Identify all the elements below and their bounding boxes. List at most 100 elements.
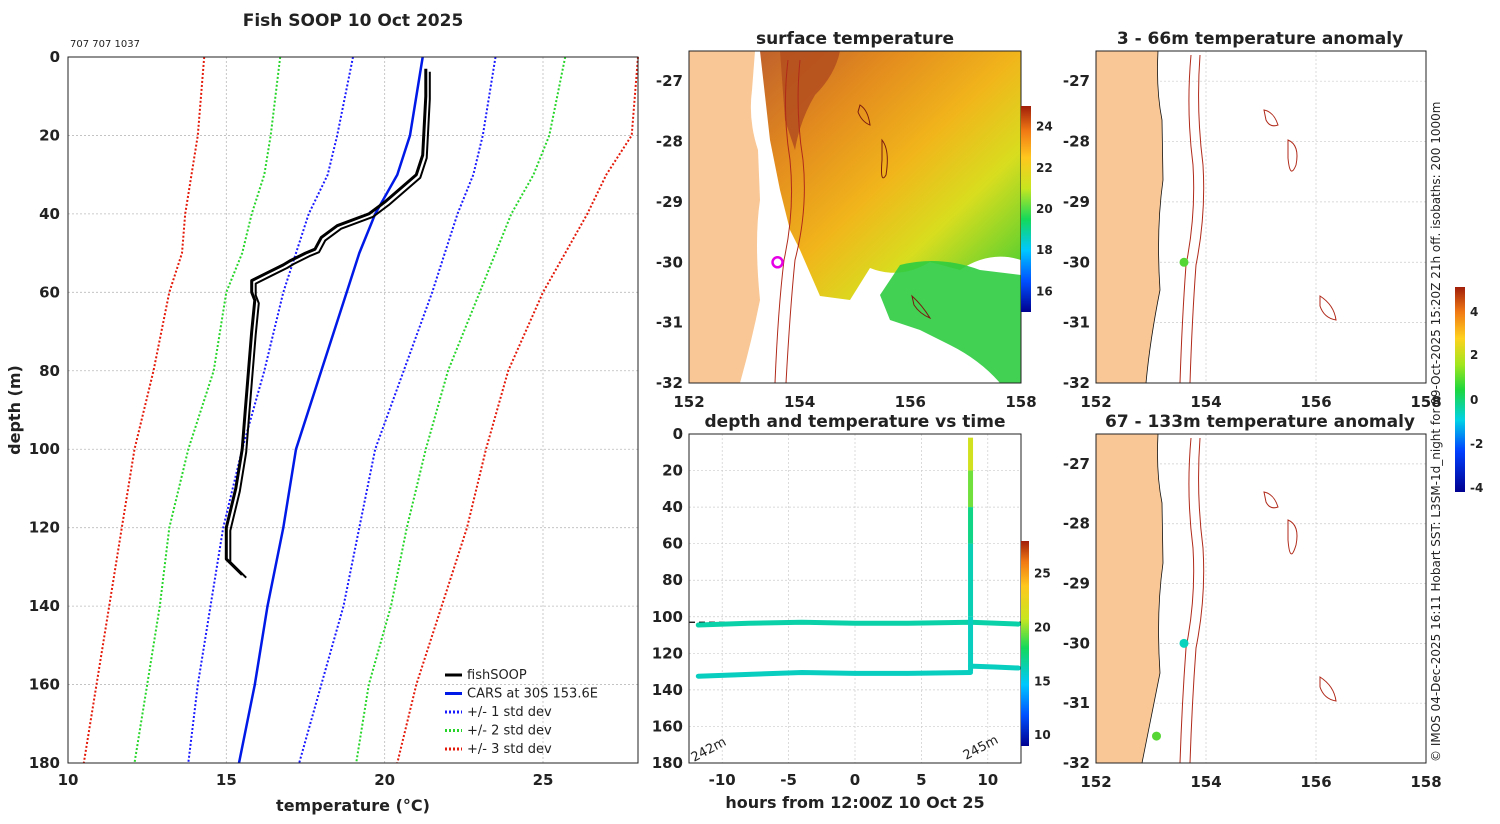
profile-ytick: 80 <box>39 362 60 380</box>
time-ytick: 160 <box>652 717 683 735</box>
profile-ytick: 120 <box>29 519 60 537</box>
sst-field-warm <box>780 51 840 150</box>
map-xtick: 154 <box>1190 393 1221 411</box>
sst-isobath-1000 <box>785 59 805 383</box>
credit-text: © IMOS 04-Dec-2025 16:11 Hobart SST: L3S… <box>1429 102 1443 762</box>
sst-cb-tick: 18 <box>1036 243 1053 257</box>
time-ytick: 140 <box>652 681 683 699</box>
time-ytick: 40 <box>662 498 683 516</box>
map-xtick: 158 <box>1410 773 1441 791</box>
anomaly-point <box>1152 731 1161 741</box>
time-ytick: 80 <box>662 571 683 589</box>
map-ytick: -31 <box>1063 314 1090 332</box>
time-cb-tick: 15 <box>1034 674 1051 688</box>
map-ytick: -31 <box>656 314 683 332</box>
legend-entry: +/- 2 std dev <box>467 724 552 739</box>
anomaly-lower-title: 67 - 133m temperature anomaly <box>1105 412 1415 432</box>
anomaly-lower-isobath-1000 <box>1189 437 1205 764</box>
profile-title: Fish SOOP 10 Oct 2025 <box>243 11 464 31</box>
map-ytick: -30 <box>1063 634 1090 652</box>
profile-grid <box>67 56 638 764</box>
time-ytick: 180 <box>652 754 683 772</box>
time-ytick: 120 <box>652 644 683 662</box>
time-ytick: 60 <box>662 535 683 553</box>
map-xtick: 158 <box>1410 393 1441 411</box>
map-ytick: -28 <box>1063 133 1090 151</box>
anomaly-lower-ticks: 152 154 156 158 -27 -28 -29 -30 -31 -32 <box>1063 455 1442 791</box>
map-ytick: -29 <box>656 193 683 211</box>
anomaly-lower-land <box>1095 433 1164 764</box>
sst-colorbar-ticks: 16 18 20 22 24 <box>1036 120 1053 299</box>
time-panel: depth and temperature vs time -10 -5 0 5 100… <box>652 412 1051 812</box>
map-ytick: -29 <box>1063 575 1090 593</box>
profile-frame <box>67 56 639 764</box>
time-colorbar <box>1021 541 1029 746</box>
map-xtick: 152 <box>673 393 704 411</box>
map-xtick: 158 <box>1005 393 1036 411</box>
anomaly-upper-panel: 3 - 66m temperature anomaly 152 154 156 158… <box>1063 29 1442 411</box>
map-ytick: -27 <box>656 72 683 90</box>
map-ytick: -28 <box>656 133 683 151</box>
anomaly-upper-title: 3 - 66m temperature anomaly <box>1117 29 1403 49</box>
time-bottom-depth-left: 242m <box>689 735 729 766</box>
profile-xtick: 25 <box>533 771 554 789</box>
time-ytick: 20 <box>662 462 683 480</box>
profile-series-line <box>396 56 639 764</box>
sst-map-title: surface temperature <box>756 29 954 49</box>
time-cb-tick: 10 <box>1034 728 1051 742</box>
profile-panel: Fish SOOP 10 Oct 2025 707 707 1037 10 15 2… <box>5 11 639 815</box>
anomaly-lower-points <box>1152 638 1189 741</box>
profile-ytick: 140 <box>29 597 60 615</box>
anomaly-upper-land <box>1095 50 1164 384</box>
anomaly-upper-isobath-1000 <box>1189 54 1205 384</box>
time-ytick: 0 <box>673 425 683 443</box>
time-track <box>968 663 1021 671</box>
anomaly-cb-tick-0: 0 <box>1470 393 1478 407</box>
time-bottom-depth-right: 245m <box>961 733 1001 764</box>
time-xtick: -5 <box>780 771 797 789</box>
profile-ytick: 180 <box>29 754 60 772</box>
profile-ytick: 160 <box>29 676 60 694</box>
sst-cb-tick: 16 <box>1036 284 1053 298</box>
map-ytick: -30 <box>656 253 683 271</box>
map-xtick: 156 <box>1300 773 1331 791</box>
sst-field-green <box>880 261 1021 383</box>
anomaly-cb-tick-minus2: -2 <box>1470 437 1483 451</box>
anomaly-upper-isobath-200 <box>1179 54 1195 384</box>
map-ytick: -27 <box>1063 455 1090 473</box>
map-ytick: -29 <box>1063 193 1090 211</box>
anomaly-cb-tick-2: 2 <box>1470 348 1478 362</box>
profile-subtitle: 707 707 1037 <box>70 39 140 50</box>
profile-series-line <box>298 56 497 764</box>
map-ytick: -30 <box>1063 253 1090 271</box>
map-xtick: 152 <box>1080 773 1111 791</box>
map-ytick: -27 <box>1063 72 1090 90</box>
map-ytick: -28 <box>1063 515 1090 533</box>
profile-fishsoop-line <box>224 68 428 576</box>
sst-cb-tick: 24 <box>1036 120 1053 134</box>
anomaly-lower-frame <box>1095 433 1427 764</box>
map-xtick: 154 <box>784 393 815 411</box>
sst-map-panel: surface temperature <box>656 29 1053 411</box>
anomaly-upper-seamount-1 <box>1263 109 1279 127</box>
profile-ytick: 20 <box>39 126 60 144</box>
profile-xtick: 20 <box>374 771 395 789</box>
sst-cb-tick: 22 <box>1036 161 1053 175</box>
anomaly-colorbar-ticks: 4 2 0 -2 -4 <box>1470 305 1483 495</box>
anomaly-lower-seamount-3 <box>1319 676 1337 702</box>
anomaly-upper-frame <box>1095 50 1427 384</box>
anomaly-upper-seamount-3 <box>1319 295 1337 321</box>
map-ytick: -32 <box>1063 754 1090 772</box>
sst-colorbar <box>1021 106 1031 312</box>
map-xtick: 154 <box>1190 773 1221 791</box>
anomaly-lower-panel: 67 - 133m temperature anomaly 152 154 156 1… <box>1063 412 1442 791</box>
sst-isobath-200 <box>774 59 793 383</box>
time-grid <box>689 433 1021 764</box>
time-track <box>695 669 973 679</box>
map-xtick: 156 <box>895 393 926 411</box>
sst-seamount-1 <box>857 104 871 126</box>
legend-entry: fishSOOP <box>467 668 527 683</box>
time-xtick: 5 <box>916 771 926 789</box>
map-ytick: -31 <box>1063 694 1090 712</box>
